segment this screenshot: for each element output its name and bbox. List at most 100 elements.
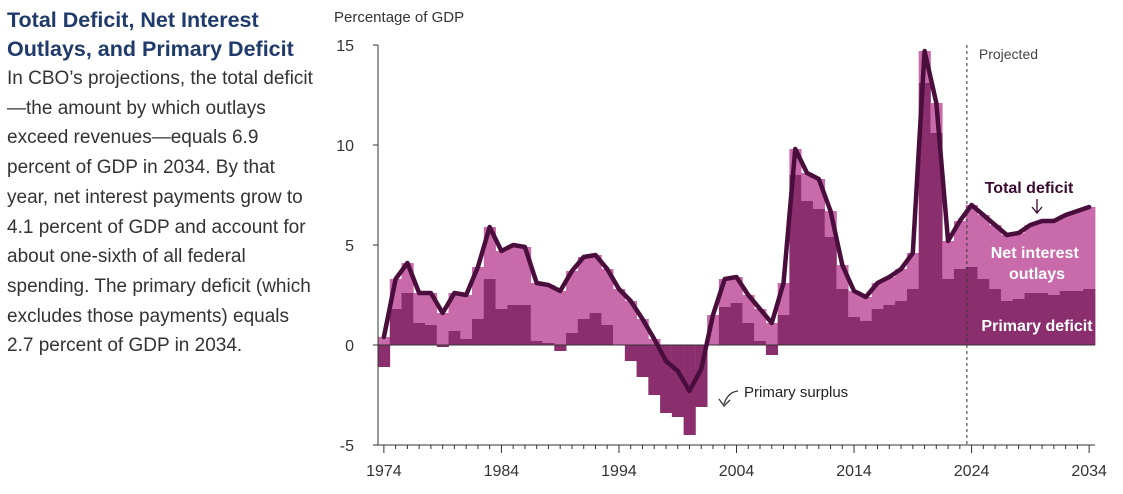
primary-deficit-bar [859,321,873,345]
figure-title: Total Deficit, Net Interest Outlays, and… [7,8,294,61]
net-interest-bar [601,269,614,325]
primary-deficit-bar [436,345,449,347]
net-interest-bar [1071,211,1084,291]
primary-deficit-bar [542,343,555,345]
primary-deficit-bar [718,307,732,345]
primary-deficit-bar [519,305,532,345]
primary-deficit-bar [824,237,837,345]
net-interest-bar [577,257,590,319]
primary-deficit-bar [448,331,461,345]
primary-deficit-bar [930,133,943,345]
primary-surplus-label: Primary surplus [744,384,848,401]
bar-layer [378,51,1096,435]
net-interest-label: Net interest outlays [991,245,1083,283]
primary-deficit-bar [577,319,590,345]
net-interest-bar [942,241,955,279]
net-interest-bar [378,337,391,345]
primary-deficit-bar [989,289,1002,345]
primary-deficit-bar [789,175,802,345]
deficit-chart: -5 0 5 10 15 1974 1984 1994 2004 2014 2024 2034 Per… [334,9,1107,480]
primary-deficit-bar [1036,293,1049,345]
primary-deficit-bar [942,279,955,345]
primary-deficit-bar [801,201,814,345]
net-interest-bar [624,301,637,345]
primary-deficit-bar [636,345,649,377]
primary-deficit-bar [566,333,579,345]
chart-area: -5 0 5 10 15 1974 1984 1994 2004 2014 2024 2034 Per… [330,0,1123,489]
primary-deficit-label: Primary deficit [981,318,1093,335]
net-interest-label-line-2: outlays [1009,266,1065,283]
primary-deficit-bar [389,309,402,345]
net-interest-bar [413,293,426,323]
net-interest-bar [1000,235,1014,301]
x-tick-label: 1984 [484,463,520,480]
net-interest-bar [566,271,579,333]
primary-deficit-bar [965,267,978,345]
total-deficit-arrow [1031,199,1043,215]
x-tick-label: 2014 [836,463,872,480]
y-tick-label: -5 [340,438,354,455]
y-tick-label: 10 [336,138,354,155]
primary-deficit-bar [1047,295,1061,345]
net-interest-bar [448,293,461,331]
primary-deficit-bar [648,345,661,395]
primary-deficit-bar [836,289,849,345]
net-interest-bar [895,269,908,301]
primary-deficit-bar [754,341,767,345]
net-interest-bar [1083,207,1096,289]
primary-deficit-bar [1083,289,1096,345]
x-tick-label: 2034 [1071,463,1107,480]
x-tick-label: 2024 [954,463,990,480]
primary-deficit-bar [589,313,602,345]
net-interest-bar [1024,225,1037,293]
net-interest-bar [495,251,508,309]
primary-deficit-bar [1012,299,1025,345]
primary-deficit-bar [378,345,391,367]
primary-deficit-bar [530,341,543,345]
primary-deficit-bar [765,345,779,355]
y-tick-label: 15 [336,38,354,55]
net-interest-bar [953,221,967,269]
net-interest-bar [472,267,485,319]
net-interest-bar [1012,233,1025,299]
primary-deficit-bar [671,345,684,417]
primary-deficit-bar [895,301,908,345]
primary-deficit-bar [777,315,790,345]
primary-deficit-bar [977,279,990,345]
x-tick-label: 2004 [719,463,755,480]
x-tick-label: 1994 [601,463,637,480]
primary-deficit-bar [483,279,496,345]
primary-deficit-bar [812,209,826,345]
primary-deficit-bar [460,339,473,345]
primary-deficit-bar [918,83,931,345]
primary-deficit-bar [1071,291,1084,345]
primary-deficit-bar [1059,291,1072,345]
net-interest-bar [613,289,626,345]
net-interest-bar [460,295,473,339]
total-deficit-line [381,48,1092,394]
net-interest-bar [848,291,861,317]
net-interest-bar [436,313,449,345]
primary-deficit-bar [1000,301,1014,345]
primary-deficit-bar [495,309,508,345]
net-interest-bar [589,255,602,313]
primary-deficit-bar [401,293,414,345]
primary-deficit-bar [601,325,614,345]
primary-deficit-bar [848,317,861,345]
primary-deficit-bar [425,325,438,345]
primary-deficit-bar [507,305,520,345]
net-interest-bar [765,323,779,345]
net-interest-bar [542,285,555,343]
description-panel: Total Deficit, Net Interest Outlays, and… [7,6,319,361]
net-interest-bar [1036,221,1049,293]
net-interest-bar [965,205,978,267]
total-deficit-label: Total deficit [985,180,1074,197]
projected-label: Projected [979,46,1038,62]
primary-deficit-bar [624,345,637,361]
axes-layer: -5 0 5 10 15 1974 1984 1994 2004 2014 2024 2034 [336,38,1107,480]
net-interest-bar [977,215,990,279]
net-interest-bar [1047,221,1061,295]
figure-description: In CBO’s projections, the total deficit—… [7,68,313,357]
net-interest-bar [906,253,920,289]
net-interest-label-line-1: Net interest [991,245,1080,262]
